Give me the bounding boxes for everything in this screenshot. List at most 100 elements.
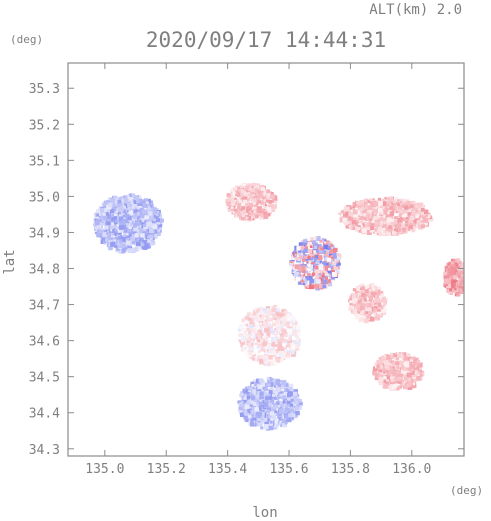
echo-pixel: [250, 398, 256, 404]
echo-pixel: [317, 274, 321, 278]
echo-pixel: [122, 195, 125, 199]
echo-pixel: [342, 218, 347, 223]
echo-pixel: [146, 228, 150, 232]
echo-pixel: [358, 290, 362, 294]
echo-pixel: [355, 226, 358, 230]
echo-pixel: [310, 262, 315, 267]
echo-pixel: [231, 195, 236, 199]
echo-pixel: [353, 301, 356, 305]
echo-pixel: [355, 210, 361, 216]
echo-pixel: [382, 365, 386, 369]
echo-pixel: [127, 197, 133, 202]
echo-pixel: [112, 224, 117, 230]
echo-pixel: [241, 335, 246, 341]
echo-pixel: [259, 306, 262, 310]
echo-pixel: [407, 385, 413, 390]
echo-pixel: [392, 231, 396, 235]
echo-pixel: [247, 397, 252, 402]
echo-pixel: [381, 302, 384, 305]
echo-pixel: [284, 310, 288, 314]
echo-pixel: [315, 236, 318, 239]
echo-pixel: [257, 190, 262, 195]
echo-pixel: [409, 229, 413, 233]
echo-pixel: [123, 205, 126, 209]
echo-pixel: [378, 232, 383, 237]
echo-pixel: [373, 209, 378, 214]
echo-pixel: [376, 228, 381, 233]
echo-pixel: [371, 221, 374, 224]
echo-pixel: [424, 222, 428, 226]
echo-pixel: [128, 220, 133, 224]
echo-pixel: [361, 207, 365, 212]
echo-pixel: [141, 217, 145, 221]
echo-pixel: [235, 213, 238, 216]
echo-pixel: [243, 196, 248, 201]
echo-pixel: [408, 375, 413, 380]
echo-pixel: [358, 228, 362, 232]
echo-pixel: [246, 339, 250, 343]
echo-pixel: [368, 294, 373, 299]
echo-pixel: [281, 350, 285, 354]
echo-pixel: [240, 185, 246, 190]
echo-pixel: [244, 191, 248, 196]
echo-pixel: [123, 232, 128, 238]
echo-pixel: [252, 333, 255, 336]
echo-pixel: [370, 218, 376, 223]
echo-pixel: [266, 343, 269, 346]
echo-pixel: [364, 204, 368, 208]
echo-pixel: [289, 324, 292, 327]
echo-pixel: [140, 233, 145, 238]
echo-pixel: [304, 256, 308, 260]
echo-pixel: [271, 306, 275, 310]
echo-pixel: [259, 399, 262, 403]
echo-pixel: [280, 348, 285, 352]
echo-pixel: [252, 195, 257, 201]
echo-pixel: [370, 223, 375, 228]
echo-pixel: [377, 197, 381, 201]
echo-pixel: [395, 357, 399, 361]
echo-pixel: [118, 207, 123, 213]
echo-pixel: [364, 318, 369, 323]
echo-pixel: [297, 266, 303, 271]
echo-pixel: [269, 383, 274, 388]
echo-pixel: [292, 341, 298, 346]
echo-pixel: [315, 249, 319, 253]
echo-pixel: [231, 197, 236, 202]
echo-pixel: [349, 300, 354, 305]
echo-pixel: [281, 380, 287, 386]
echo-pixel: [314, 242, 318, 246]
chart-title: 2020/09/17 14:44:31: [146, 28, 386, 52]
echo-pixel: [324, 240, 330, 245]
echo-pixel: [103, 203, 108, 209]
echo-pixel: [374, 218, 380, 224]
echo-pixel: [258, 387, 262, 391]
echo-pixel: [408, 226, 414, 232]
echo-pixel: [241, 341, 246, 345]
echo-pixel: [384, 355, 388, 359]
echo-pixel: [251, 335, 255, 339]
echo-pixel: [364, 201, 368, 205]
echo-pixel: [259, 310, 264, 315]
echo-pixel: [341, 213, 345, 217]
echo-pixel: [268, 345, 271, 348]
echo-pixel: [404, 376, 409, 381]
echo-pixel: [241, 206, 246, 210]
echo-pixel: [96, 233, 100, 238]
echo-pixel: [243, 389, 248, 395]
echo-pixel: [293, 270, 297, 273]
echo-pixel: [136, 212, 140, 216]
echo-pixel: [256, 324, 260, 328]
echo-pixel: [130, 200, 134, 204]
echo-pixel: [368, 221, 372, 225]
echo-pixel: [255, 308, 261, 313]
echo-pixel: [245, 319, 250, 324]
echo-pixel: [407, 375, 410, 378]
echo-pixel: [269, 377, 273, 381]
echo-pixel: [110, 237, 113, 240]
echo-pixel: [264, 420, 269, 425]
echo-pixel: [240, 321, 245, 326]
echo-pixel: [392, 206, 396, 211]
echo-pixel: [120, 237, 126, 242]
echo-pixel: [341, 210, 345, 214]
echo-pixel: [152, 221, 156, 225]
